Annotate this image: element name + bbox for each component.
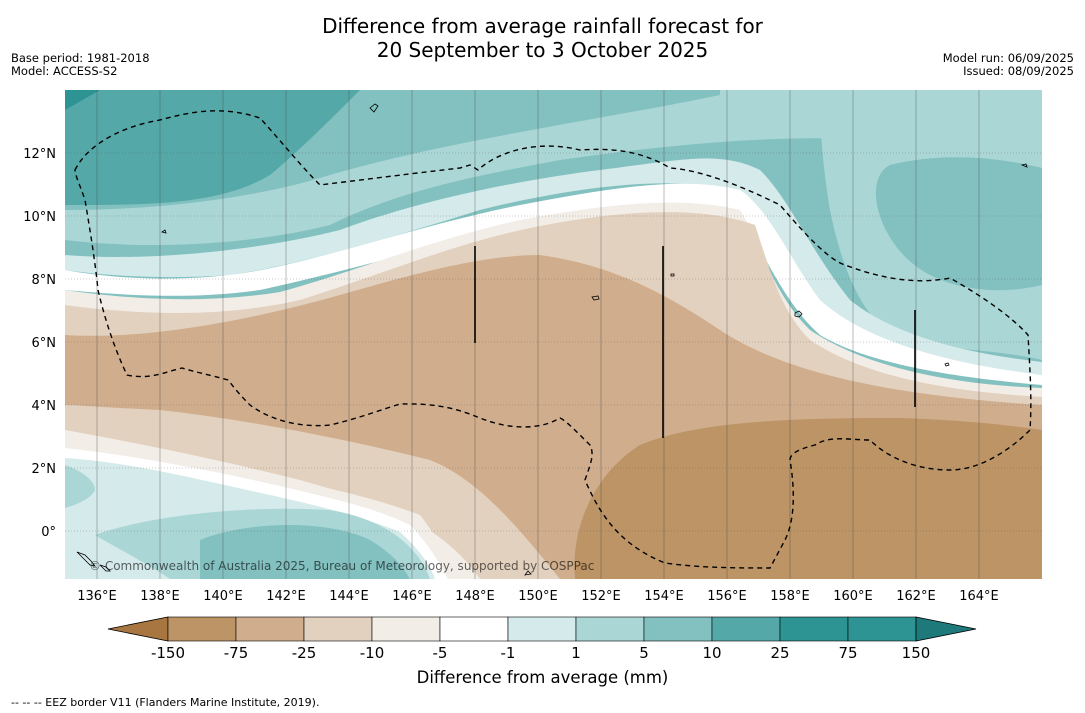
colorbar-cell (507, 616, 577, 642)
lon-label: 142°E (266, 589, 306, 604)
lat-label: 8°N (32, 273, 57, 288)
latitude-labels: 12°N 10°N 8°N 6°N 4°N 2°N 0° (23, 147, 56, 540)
lat-label: 4°N (32, 399, 57, 414)
colorbar-tick: -1 (501, 644, 516, 662)
lon-label: 164°E (959, 589, 999, 604)
meridians (96, 90, 980, 579)
lat-label: 2°N (32, 462, 57, 477)
meta-left: Base period: 1981-2018 Model: ACCESS-S2 (11, 52, 150, 78)
colorbar-cell (371, 616, 441, 642)
lon-label: 154°E (644, 589, 684, 604)
lon-label: 136°E (77, 589, 117, 604)
region-sw-west-blob (65, 465, 95, 508)
region-75-150-corner (65, 90, 100, 110)
colorbar-tick: 1 (571, 644, 581, 662)
region-10-25-east (875, 157, 1042, 291)
region-minus75-minus25 (574, 418, 1042, 579)
colorbar-tick: -150 (151, 644, 185, 662)
lat-label: 0° (41, 525, 56, 540)
meta-right: Model run: 06/09/2025 Issued: 08/09/2025 (943, 52, 1074, 78)
lon-label: 144°E (329, 589, 369, 604)
colorbar-cell (439, 616, 509, 642)
issued-date: Issued: 08/09/2025 (963, 64, 1074, 78)
colorbar-arrow-right (915, 616, 977, 642)
lat-label: 12°N (23, 147, 56, 162)
colorbar-tick-labels: -150 -75 -25 -10 -5 -1 1 5 10 25 75 150 (151, 644, 930, 662)
colorbar-cell (303, 616, 373, 642)
colorbar-tick: -75 (224, 644, 249, 662)
lon-label: 162°E (896, 589, 936, 604)
colorbar-cell (235, 616, 305, 642)
colorbar-arrow-left (107, 616, 169, 642)
lat-label: 10°N (23, 210, 56, 225)
colorbar-cell (643, 616, 713, 642)
lon-label: 150°E (518, 589, 558, 604)
region-minus1-1 (65, 183, 1042, 385)
region-1-5 (65, 158, 1042, 375)
lon-label: 146°E (392, 589, 432, 604)
lon-label: 160°E (833, 589, 873, 604)
colorbar-tick: 25 (770, 644, 789, 662)
lon-label: 138°E (140, 589, 180, 604)
colorbar (107, 616, 977, 642)
copyright-text: © Commonwealth of Australia 2025, Bureau… (89, 559, 594, 573)
map-fill-areas (65, 90, 1042, 579)
base-period: Base period: 1981-2018 (11, 51, 150, 65)
colorbar-tick: -5 (433, 644, 448, 662)
colorbar-cell (779, 616, 849, 642)
lon-label: 156°E (707, 589, 747, 604)
lon-label: 140°E (203, 589, 243, 604)
lon-label: 148°E (455, 589, 495, 604)
colorbar-cell (847, 616, 917, 642)
legend-title: Difference from average (mm) (416, 668, 669, 687)
region-25-75-nw (65, 90, 360, 205)
eez-border (74, 110, 1032, 569)
region-sw-10-25 (200, 525, 410, 579)
title-line-1: Difference from average rainfall forecas… (322, 14, 763, 38)
lon-label: 152°E (581, 589, 621, 604)
colorbar-tick: -10 (360, 644, 385, 662)
colorbar-cell (711, 616, 781, 642)
colorbar-tick: 150 (902, 644, 931, 662)
colorbar-tick: 10 (702, 644, 721, 662)
model-run: Model run: 06/09/2025 (942, 51, 1074, 65)
colorbar-cell (167, 616, 237, 642)
title-line-2: 20 September to 3 October 2025 (376, 38, 709, 62)
lat-label: 6°N (32, 336, 57, 351)
map-title: Difference from average rainfall forecas… (0, 14, 1085, 62)
eez-footnote: -- -- -- EEZ border V11 (Flanders Marine… (11, 696, 320, 709)
lon-label: 158°E (770, 589, 810, 604)
graticule (65, 152, 1042, 532)
colorbar-tick: 5 (639, 644, 649, 662)
islands (76, 103, 1028, 576)
colorbar-tick: -25 (292, 644, 317, 662)
model-name: Model: ACCESS-S2 (11, 64, 118, 78)
colorbar-tick: 75 (838, 644, 857, 662)
colorbar-cell (575, 616, 645, 642)
region-5-10-band (65, 90, 1042, 245)
longitude-labels: 136°E 138°E 140°E 142°E 144°E 146°E 148°E 150°E… (77, 589, 999, 604)
